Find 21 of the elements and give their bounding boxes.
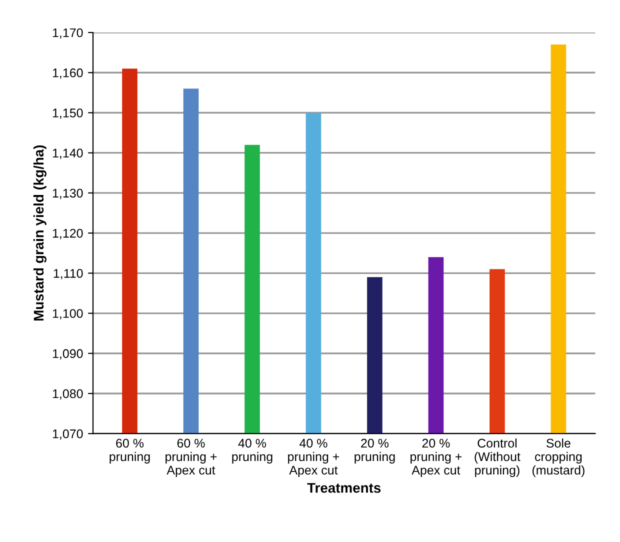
y-tick-label: 1,070	[52, 429, 83, 440]
y-tick-label: 1,090	[52, 349, 83, 360]
x-tick-label: 40 % pruning + Apex cut	[288, 438, 340, 478]
x-tick-label: 40 % pruning	[232, 438, 272, 464]
y-tick-label: 1,080	[52, 389, 83, 400]
x-tick-label: 20 % pruning + Apex cut	[410, 438, 462, 478]
y-tick-label: 1,170	[52, 28, 83, 39]
x-tick-label: 60 % pruning + Apex cut	[166, 438, 217, 478]
y-tick-label: 1,140	[52, 148, 83, 159]
x-tick-label: 60 % pruning	[110, 438, 150, 464]
y-tick-label: 1,100	[52, 309, 83, 320]
x-axis-title: Treatments	[307, 483, 381, 493]
y-tick-label: 1,110	[54, 268, 83, 280]
y-axis-title: Mustard grain yield (kg/ha)	[33, 145, 46, 320]
x-tick-label: Control (Without pruning)	[474, 438, 520, 478]
y-tick-label: 1,120	[52, 228, 83, 240]
y-tick-label: 1,130	[52, 188, 83, 200]
y-tick-label: 1,160	[52, 68, 83, 79]
x-tick-label: 20 % pruning	[354, 438, 395, 464]
y-tick-label: 1,150	[52, 108, 83, 119]
x-tick-label: Sole cropping (mustard)	[532, 438, 584, 478]
